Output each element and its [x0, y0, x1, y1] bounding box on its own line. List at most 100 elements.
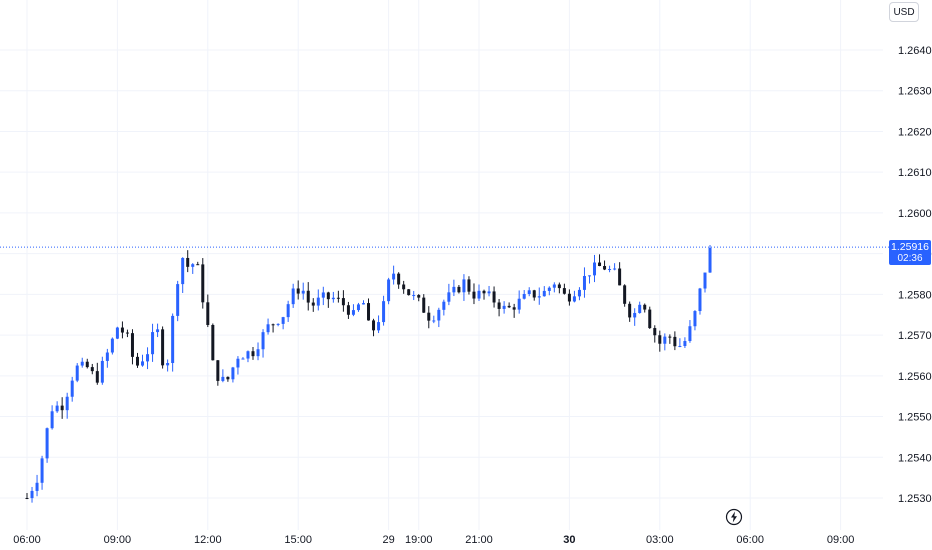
candle: [447, 283, 451, 306]
candle: [100, 356, 104, 385]
x-tick-label: 15:00: [284, 534, 312, 546]
currency-button[interactable]: USD: [889, 2, 919, 22]
candle: [522, 290, 526, 300]
candle: [427, 306, 431, 329]
candle: [291, 283, 295, 308]
candle: [70, 376, 74, 402]
candle: [146, 347, 150, 370]
candle: [467, 276, 471, 295]
candle: [271, 323, 275, 333]
time-axis[interactable]: 06:00 09:00 12:00 15:00 29 19:00 21:00 30 03:00 0…: [13, 534, 854, 546]
candle: [50, 405, 54, 430]
candle: [567, 289, 571, 306]
candle: [623, 284, 627, 307]
candle: [663, 333, 667, 351]
candle: [703, 272, 707, 293]
candle: [196, 261, 200, 266]
candle: [382, 295, 386, 326]
y-tick-label: 1.26300: [898, 86, 932, 98]
candle: [341, 290, 345, 312]
bar-countdown: 02:36: [897, 253, 923, 264]
candle: [562, 283, 566, 295]
candle: [336, 290, 340, 303]
candle: [608, 265, 612, 273]
candle: [577, 287, 581, 301]
candle: [603, 260, 607, 271]
candle: [120, 321, 124, 339]
candle: [251, 346, 255, 360]
candle: [372, 318, 376, 337]
candle: [367, 298, 371, 321]
candle: [392, 265, 396, 285]
price-axis[interactable]: 1.264001.263001.262001.261001.260001.259…: [898, 45, 932, 505]
candle: [412, 290, 416, 301]
candle: [708, 245, 712, 273]
candle: [693, 310, 697, 331]
candle: [266, 318, 270, 335]
candle: [236, 356, 240, 375]
candle: [171, 313, 175, 372]
candle: [492, 286, 496, 308]
candle: [181, 257, 185, 293]
candle: [557, 282, 561, 294]
candle: [432, 315, 436, 324]
candle: [65, 392, 69, 419]
candle: [296, 280, 300, 300]
candle: [688, 320, 692, 343]
y-tick-label: 1.25400: [898, 452, 932, 464]
candle: [582, 267, 586, 298]
candle: [572, 290, 576, 303]
x-tick-label: 06:00: [13, 534, 41, 546]
candle: [276, 323, 280, 327]
y-tick-label: 1.26400: [898, 45, 932, 57]
candle: [387, 277, 391, 305]
candle: [306, 282, 310, 311]
candle: [407, 289, 411, 296]
candle: [452, 279, 456, 297]
candle: [261, 329, 265, 358]
chart-grid: [0, 0, 883, 530]
candle: [151, 323, 155, 362]
x-tick-label: 09:00: [104, 534, 132, 546]
candle: [30, 486, 34, 503]
candle: [186, 250, 190, 273]
candle: [472, 283, 476, 305]
candle: [201, 258, 205, 309]
candle: [462, 274, 466, 301]
candle: [286, 300, 290, 322]
y-tick-label: 1.26000: [898, 208, 932, 220]
y-tick-label: 1.25500: [898, 412, 932, 424]
candle: [698, 287, 702, 315]
candle: [206, 294, 210, 328]
candle: [135, 352, 139, 368]
candle: [216, 360, 220, 386]
candle: [326, 291, 330, 308]
x-tick-label: 29: [382, 534, 394, 546]
candle: [361, 300, 365, 305]
candle: [125, 329, 129, 338]
candle: [437, 307, 441, 328]
candle: [231, 366, 235, 383]
candle: [75, 363, 79, 383]
candle: [628, 301, 632, 322]
candle: [668, 334, 672, 344]
candle: [532, 289, 536, 301]
candle: [156, 323, 160, 338]
candle: [221, 369, 225, 383]
candle: [618, 262, 622, 286]
y-tick-label: 1.26100: [898, 167, 932, 179]
lightning-icon[interactable]: [725, 508, 743, 526]
candle: [55, 401, 59, 413]
candle: [40, 455, 44, 490]
candle: [673, 331, 677, 351]
candle: [115, 326, 119, 340]
candle: [422, 294, 426, 313]
candle: [95, 362, 99, 385]
candle: [653, 325, 657, 343]
candle: [643, 303, 647, 313]
last-price-value: 1.25916: [891, 241, 929, 253]
candle: [377, 315, 381, 334]
candle: [351, 304, 355, 317]
